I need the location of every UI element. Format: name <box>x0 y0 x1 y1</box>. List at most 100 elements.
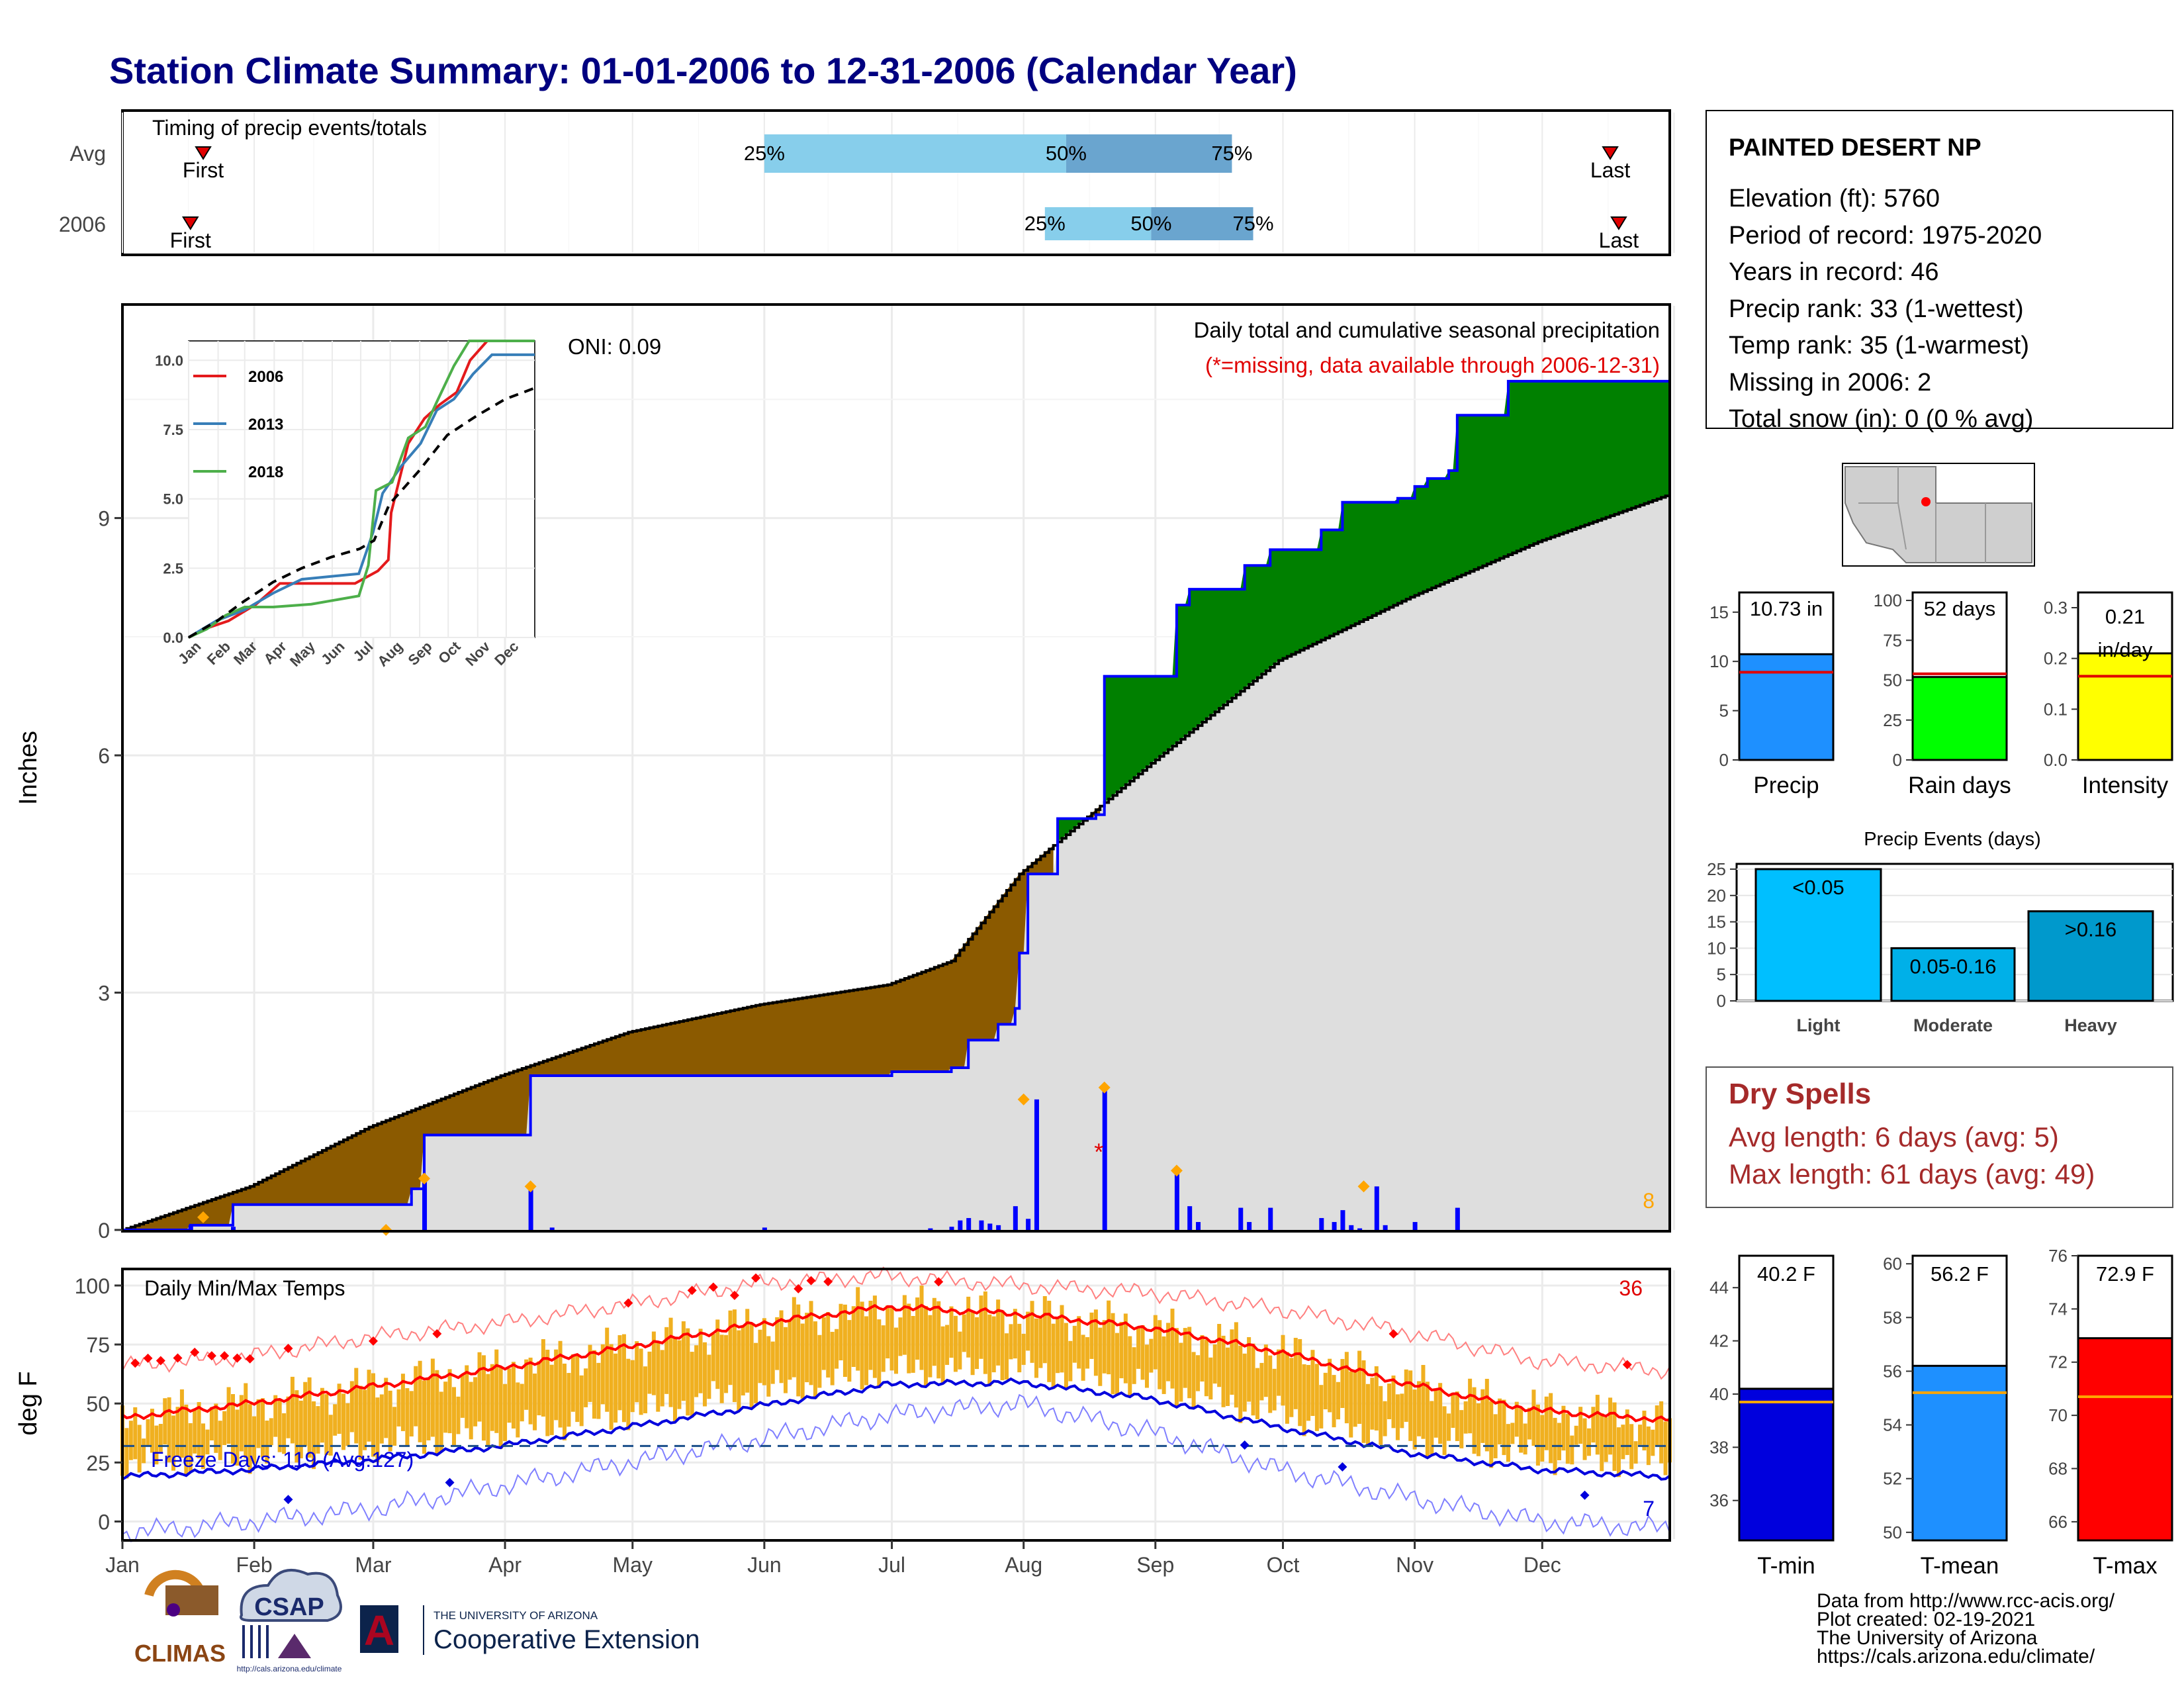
summary-bar-ytick-label: 15 <box>1709 602 1729 622</box>
daily-temp-bar <box>477 1352 482 1422</box>
daily-temp-bar <box>1421 1364 1426 1439</box>
timing-first-marker <box>181 216 199 230</box>
daily-temp-bar <box>839 1303 843 1361</box>
daily-temp-bar <box>1072 1325 1077 1363</box>
timing-bar-lower-half <box>1044 207 1152 240</box>
precip-events-ytick-label: 10 <box>1707 938 1726 958</box>
inset-series-line <box>187 387 535 639</box>
record-high-marker <box>823 1277 833 1287</box>
inset-series-line <box>188 340 535 639</box>
daily-temp-bar <box>1196 1355 1201 1391</box>
daily-temp-bar <box>1484 1378 1489 1452</box>
daily-temp-bar <box>1472 1387 1477 1454</box>
daily-temp-bar <box>1115 1333 1119 1395</box>
daily-temp-bar <box>163 1398 167 1445</box>
daily-temp-bar <box>1263 1344 1268 1397</box>
daily-temp-bar <box>1659 1401 1664 1464</box>
month-label: Dec <box>1524 1553 1561 1577</box>
temp-bar-label: T-max <box>2093 1553 2158 1579</box>
daily-temp-bar <box>312 1401 316 1470</box>
month-label: May <box>613 1553 653 1577</box>
daily-temp-bar <box>915 1297 920 1360</box>
daily-temp-bar <box>1170 1308 1175 1389</box>
daily-temp-bar <box>507 1368 512 1423</box>
daily-temp-bar <box>528 1357 533 1425</box>
summary-bar-ytick-label: 0.1 <box>2044 699 2068 719</box>
daily-temp-bar <box>600 1344 605 1405</box>
daily-temp-bar <box>1107 1300 1111 1375</box>
daily-extreme-marker <box>524 1180 537 1193</box>
daily-precip-bar <box>1412 1222 1418 1230</box>
daily-temp-bar <box>1379 1385 1383 1445</box>
daily-temp-bar <box>1187 1327 1192 1399</box>
temp-bar-ytick-label: 38 <box>1709 1437 1729 1457</box>
daily-temp-bar <box>439 1391 443 1453</box>
precip-events-bar-label: 0.05-0.16 <box>1910 955 1997 978</box>
footer-line: https://cals.arizona.edu/climate/ <box>1817 1646 2095 1667</box>
timing-bar-lower-half <box>764 134 1066 173</box>
daily-temp-bar <box>800 1323 805 1399</box>
summary-bar-value <box>1738 653 1835 761</box>
daily-precip-bar <box>231 1227 236 1230</box>
daily-temp-bar <box>792 1297 796 1378</box>
daily-temp-bar <box>1540 1415 1545 1462</box>
month-label: Jun <box>747 1553 782 1577</box>
daily-temp-bar <box>953 1315 958 1372</box>
daily-temp-bar <box>877 1319 882 1389</box>
footer-line: The University of Arizona <box>1817 1627 2038 1649</box>
footer-line: Data from http://www.rcc-acis.org/ <box>1817 1590 2115 1612</box>
daily-temp-bar <box>1149 1338 1154 1373</box>
daily-temp-bar <box>1136 1328 1141 1369</box>
daily-temp-bar <box>1604 1417 1608 1462</box>
daily-temp-bar <box>970 1311 975 1376</box>
daily-temp-bar <box>813 1321 817 1399</box>
daily-temp-bar <box>1442 1406 1447 1456</box>
daily-temp-bar <box>958 1331 962 1370</box>
station-line: Total snow (in): 0 (0 % avg) <box>1729 405 2033 433</box>
daily-temp-bar <box>1306 1364 1311 1421</box>
temp-bar-ytick-label: 56 <box>1883 1361 1902 1381</box>
summary-bar-ytick-label: 75 <box>1883 630 1902 650</box>
station-line: Elevation (ft): 5760 <box>1729 185 1940 212</box>
daily-temp-bar <box>1370 1378 1375 1430</box>
record-low-marker <box>1580 1490 1590 1500</box>
precip-events-ytick-label: 15 <box>1707 912 1726 932</box>
timing-label: Timing of precip events/totals <box>152 116 427 140</box>
station-line: Years in record: 46 <box>1729 258 1939 286</box>
temp-ytick-label: 100 <box>75 1274 110 1298</box>
daily-temp-bar <box>1153 1315 1158 1370</box>
timing-p50-label: 50% <box>1046 142 1087 165</box>
daily-temp-bar <box>872 1295 877 1378</box>
daily-temp-bar <box>184 1404 189 1476</box>
daily-temp-bar <box>1030 1301 1034 1363</box>
daily-temp-bar <box>1242 1353 1247 1412</box>
daily-temp-bar <box>715 1319 720 1389</box>
daily-temp-bar <box>295 1390 299 1463</box>
daily-temp-bar <box>1447 1413 1451 1441</box>
daily-temp-bar <box>1430 1401 1434 1455</box>
daily-temp-bar <box>775 1317 780 1370</box>
daily-temp-bar <box>1510 1423 1515 1444</box>
daily-temp-bar <box>1268 1355 1273 1413</box>
daily-temp-bar <box>1468 1378 1473 1434</box>
inset-legend-label: 2013 <box>248 416 283 434</box>
daily-temp-bar <box>609 1344 614 1430</box>
daily-temp-bar <box>1349 1371 1353 1438</box>
daily-temp-bar <box>516 1382 520 1438</box>
timing-bar-upper-half <box>1066 134 1232 173</box>
precip-events-bar <box>1754 868 1882 1002</box>
record-high-marker <box>806 1276 816 1286</box>
daily-temp-bar <box>754 1342 758 1403</box>
daily-temp-bar <box>1561 1405 1566 1451</box>
ua-small-text: THE UNIVERSITY OF ARIZONA <box>433 1609 598 1622</box>
daily-temp-bar <box>1549 1393 1553 1464</box>
record-low-marker <box>445 1477 455 1487</box>
daily-temp-bar <box>1060 1305 1064 1373</box>
daily-precip-bar <box>987 1223 993 1230</box>
inset-series-line <box>187 353 535 639</box>
daily-temp-bar <box>498 1368 503 1449</box>
daily-temp-bar <box>269 1418 273 1446</box>
precip-events-ytick-label: 5 <box>1717 964 1726 984</box>
daily-temp-bar <box>400 1374 405 1431</box>
station-location-marker <box>1921 497 1931 506</box>
